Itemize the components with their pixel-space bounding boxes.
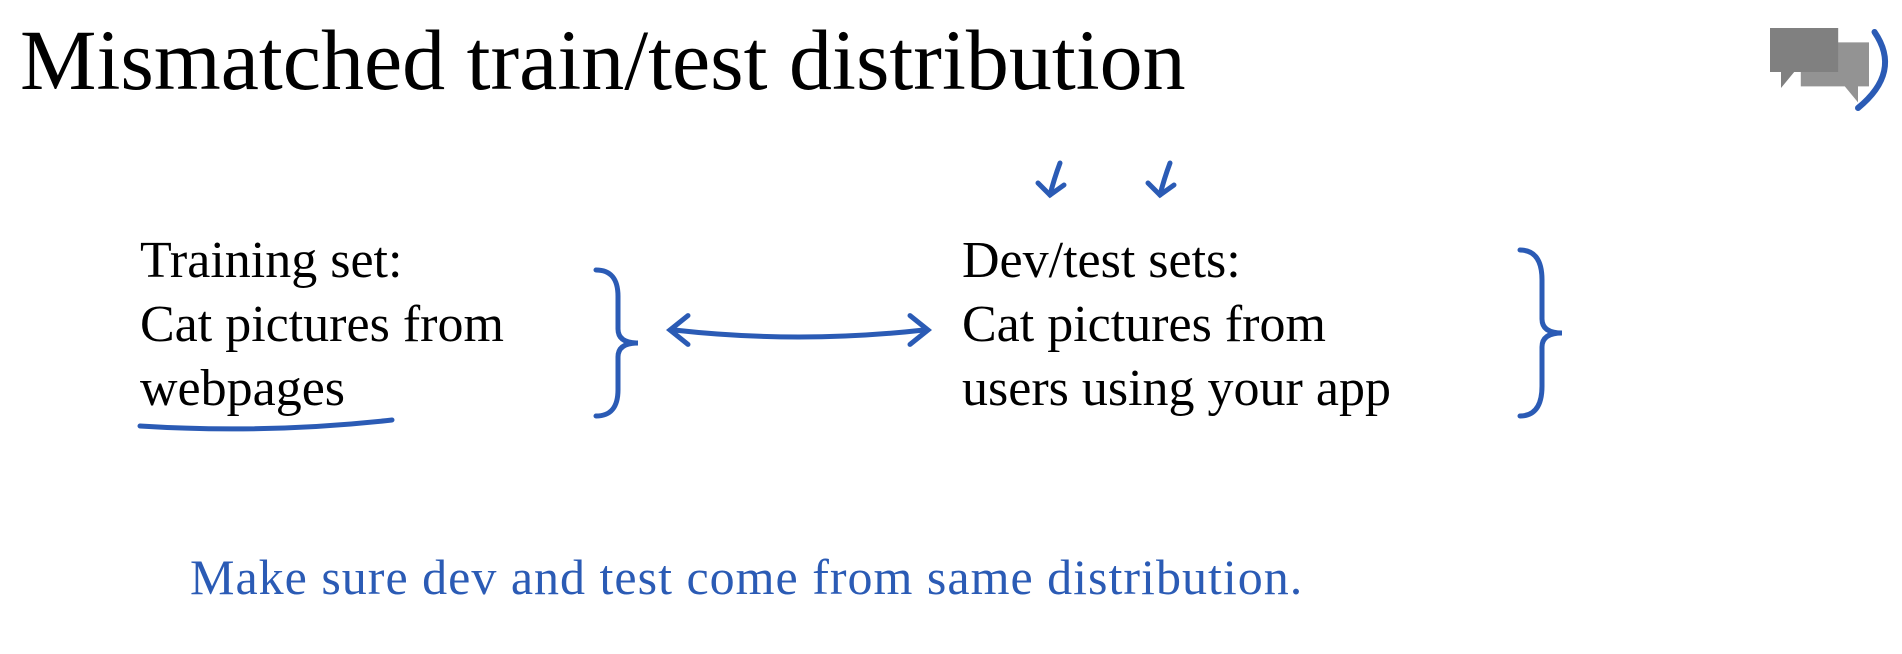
down-arrow-icon [1038, 163, 1064, 195]
down-arrow-icon [1148, 163, 1174, 195]
devtest-set-line3: users using your app [962, 356, 1391, 421]
devtest-set-line2: Cat pictures from [962, 292, 1326, 357]
brace-right-icon [1520, 250, 1562, 416]
underline-webpages-icon [140, 420, 392, 429]
training-set-line3: webpages [140, 356, 345, 421]
double-arrow-icon [670, 316, 928, 345]
handwritten-note: Make sure dev and test come from same di… [190, 548, 1303, 606]
slide-logo-icon [1770, 28, 1885, 108]
brace-left-icon [596, 270, 638, 416]
devtest-set-line1: Dev/test sets: [962, 228, 1241, 293]
slide-title: Mismatched train/test distribution [20, 10, 1186, 110]
training-set-line2: Cat pictures from [140, 292, 504, 357]
training-set-line1: Training set: [140, 228, 402, 293]
